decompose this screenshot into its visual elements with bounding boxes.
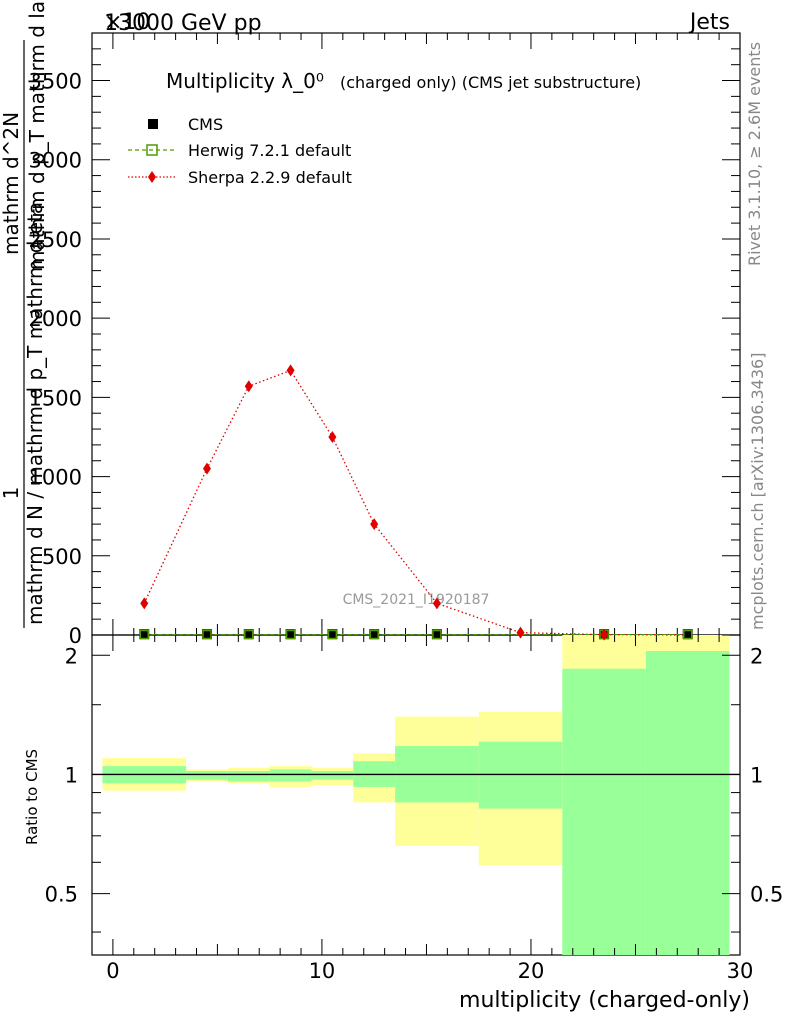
main-y-axis-label: 1 mathrm d N / mathrm d p_T mathrm d eta…	[0, 0, 49, 628]
chart-subtitle: (charged only) (CMS jet substructure)	[340, 73, 641, 92]
ratio-y-tick-label-right: 0.5	[750, 883, 783, 907]
main-y-ticks: 0 500 1000 1500 2000 2500 3000 3500	[29, 32, 740, 648]
analysis-watermark: CMS_2021_I1920187	[343, 592, 490, 608]
herwig-point	[369, 629, 379, 640]
ratio-y-tick-label: 1	[65, 763, 78, 787]
header-process: Jets	[688, 10, 730, 35]
mcplots-label: mcplots.cern.ch [arXiv:1306.3436]	[748, 353, 767, 630]
cms-point	[431, 629, 442, 640]
cms-point	[327, 629, 338, 640]
cms-point	[682, 629, 693, 640]
main-y-tick-label: 3500	[29, 70, 82, 94]
main-y-tick-label: 2500	[29, 228, 82, 252]
main-y-tick-label: 2000	[29, 307, 82, 331]
x-tick-label: 10	[309, 959, 336, 983]
cms-point	[285, 629, 296, 640]
ratio-band-green-8	[562, 668, 646, 955]
y-label-numerator-2: mathrm d^2N	[0, 112, 23, 255]
rivet-label: Rivet 3.1.10, ≥ 2.6M events	[745, 42, 764, 266]
ratio-band-green-2	[227, 771, 270, 782]
y-label-numerator: 1	[0, 487, 23, 500]
ratio-y-tick-label: 0.5	[45, 883, 78, 907]
sherpa-point	[244, 380, 253, 393]
ratio-y-tick-label-right: 2	[750, 644, 763, 668]
herwig-point	[202, 629, 212, 640]
legend-herwig-marker	[146, 144, 158, 156]
main-y-tick-label: 1000	[29, 466, 82, 490]
legend-cms-marker	[148, 119, 158, 129]
cms-point	[369, 629, 380, 640]
header-exponent: ×10	[104, 10, 150, 35]
legend-cms-label: CMS	[188, 115, 223, 134]
x-ticks: 0 10 20 30	[91, 33, 754, 983]
sherpa-point	[432, 597, 441, 610]
cms-point	[201, 629, 212, 640]
ratio-band-green-4	[311, 771, 354, 780]
herwig-point	[432, 629, 442, 640]
herwig-point	[682, 629, 693, 640]
ratio-y-tick-label-right: 1	[750, 763, 763, 787]
main-y-tick-label: 0	[69, 624, 82, 648]
sherpa-point	[202, 462, 211, 475]
sherpa-point	[286, 364, 295, 377]
sherpa-point	[516, 626, 525, 639]
chart-title: Multiplicity λ_0⁰	[166, 69, 324, 93]
main-y-tick-label: 3000	[29, 149, 82, 173]
cms-point	[243, 629, 254, 640]
main-y-tick-label: 500	[42, 545, 82, 569]
sherpa-line	[143, 369, 688, 636]
x-tick-label: 20	[518, 959, 545, 983]
cms-point	[139, 629, 150, 640]
x-tick-label: 0	[106, 959, 119, 983]
herwig-point	[285, 629, 296, 640]
legend: CMS Herwig 7.2.1 default Sherpa 2.2.9 de…	[128, 115, 352, 187]
ratio-band-green-3	[269, 769, 312, 782]
herwig-point	[244, 629, 254, 640]
ratio-y-tick-label: 2	[65, 644, 78, 668]
y-label-denominator: mathrm d N / mathrm d p_T mathrm d eta	[23, 202, 47, 625]
legend-sherpa-label: Sherpa 2.2.9 default	[188, 168, 352, 187]
y-label-denominator-2: mathrm d p_T mathrm d lambda	[25, 0, 49, 270]
ratio-y-ticks: 0.5 0.5 1 1 2 2	[45, 644, 783, 933]
x-tick-label: 30	[727, 959, 754, 983]
sherpa-point	[328, 430, 337, 443]
ratio-y-label: Ratio to CMS	[23, 749, 41, 845]
ratio-band-green-7	[478, 741, 563, 809]
herwig-point	[139, 629, 150, 640]
x-axis-label: multiplicity (charged-only)	[459, 988, 750, 1013]
herwig-point	[327, 629, 338, 640]
main-y-tick-label: 1500	[29, 386, 82, 410]
ratio-bands	[102, 635, 730, 955]
series-layer	[139, 364, 693, 641]
sherpa-point	[140, 597, 149, 610]
sherpa-point	[600, 628, 609, 641]
ratio-band-green-1	[186, 771, 228, 780]
legend-herwig-label: Herwig 7.2.1 default	[188, 141, 351, 160]
ratio-band-green-9	[645, 651, 730, 955]
header-energy: 13000 GeV pp	[104, 11, 262, 36]
sherpa-point	[370, 518, 379, 531]
ratio-plot-frame	[91, 634, 741, 956]
legend-sherpa-marker	[148, 171, 156, 183]
